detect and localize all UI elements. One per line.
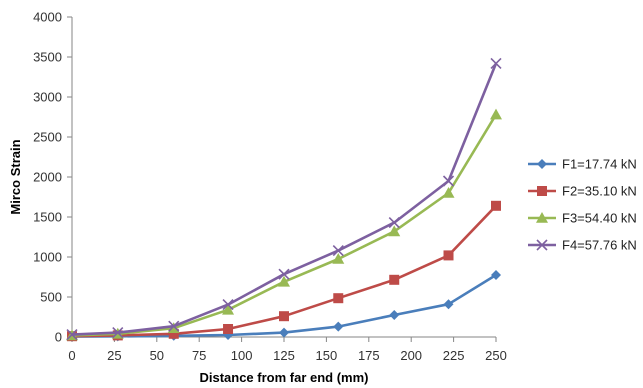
x-marker-stroke bbox=[66, 329, 78, 341]
x-tick-label: 175 bbox=[358, 348, 380, 363]
legend-marker bbox=[537, 186, 547, 196]
data-point bbox=[389, 310, 400, 320]
x-marker-stroke bbox=[168, 320, 180, 332]
y-tick-label: 3000 bbox=[33, 90, 62, 105]
y-tick-label: 4000 bbox=[33, 10, 62, 25]
legend-label: F2=35.10 kN bbox=[562, 184, 637, 199]
data-point bbox=[490, 108, 502, 120]
legend-marker bbox=[537, 159, 547, 169]
legend-label: F1=17.74 kN bbox=[562, 157, 637, 172]
data-point bbox=[332, 245, 344, 257]
x-marker-stroke bbox=[222, 299, 234, 311]
series-line bbox=[71, 62, 498, 336]
x-tick-label: 50 bbox=[150, 348, 164, 363]
x-tick-label: 125 bbox=[273, 348, 295, 363]
x-marker-stroke bbox=[278, 268, 290, 280]
series-line bbox=[71, 113, 498, 337]
data-point bbox=[491, 200, 501, 211]
legend-entry: F2=35.10 kN bbox=[528, 184, 637, 199]
legend-label: F3=54.40 kN bbox=[562, 211, 637, 226]
data-point bbox=[333, 321, 344, 332]
legend-entry: F1=17.74 kN bbox=[528, 157, 637, 172]
x-tick-label: 25 bbox=[107, 348, 121, 363]
x-marker-stroke bbox=[536, 239, 548, 251]
legend-entry: F3=54.40 kN bbox=[528, 211, 637, 226]
data-point bbox=[278, 275, 290, 287]
data-point bbox=[491, 270, 501, 280]
y-tick-label: 500 bbox=[40, 290, 62, 305]
x-tick-label: 200 bbox=[400, 348, 422, 363]
data-point bbox=[278, 268, 290, 280]
axes: 0 500 1000 1500 2000 2500 3000 3500 4000 0 25 50 75 1… bbox=[33, 10, 507, 364]
data-point bbox=[222, 303, 235, 315]
y-tick-label: 1000 bbox=[33, 250, 62, 265]
data-point bbox=[223, 324, 234, 334]
data-point bbox=[279, 311, 289, 322]
data-point bbox=[222, 299, 234, 311]
data-point bbox=[490, 57, 502, 69]
legend-marker bbox=[536, 212, 548, 223]
x-tick-label: 100 bbox=[231, 348, 253, 363]
data-point bbox=[443, 299, 454, 310]
y-axis-title: Mirco Strain bbox=[8, 139, 23, 214]
x-axis-title: Distance from far end (mm) bbox=[199, 370, 368, 385]
x-marker-stroke bbox=[490, 57, 502, 69]
legend: F1=17.74 kN F2=35.10 kN F3=54.40 kN F4=57.7… bbox=[528, 157, 637, 253]
data-point bbox=[388, 217, 400, 229]
data-point bbox=[332, 253, 345, 264]
x-marker-stroke bbox=[442, 175, 455, 187]
data-point bbox=[333, 293, 344, 304]
series-4 bbox=[66, 57, 502, 341]
legend-marker bbox=[536, 239, 548, 251]
x-tick-label: 250 bbox=[485, 348, 507, 363]
x-tick-label: 75 bbox=[192, 348, 206, 363]
x-marker-stroke bbox=[332, 245, 344, 257]
data-point bbox=[443, 250, 454, 261]
data-point bbox=[388, 225, 401, 237]
y-tick-label: 3500 bbox=[33, 50, 62, 65]
x-tick-label: 0 bbox=[68, 348, 75, 363]
y-tick-label: 1500 bbox=[33, 210, 62, 225]
series-area bbox=[66, 57, 502, 342]
data-point bbox=[442, 187, 455, 198]
y-tick-label: 2500 bbox=[33, 130, 62, 145]
data-point bbox=[168, 328, 179, 339]
data-point bbox=[66, 329, 78, 341]
series-2 bbox=[67, 200, 501, 342]
legend-entry: F4=57.76 kN bbox=[528, 238, 637, 253]
data-point bbox=[168, 320, 180, 332]
data-point bbox=[389, 274, 400, 285]
data-point bbox=[442, 175, 455, 187]
x-tick-label: 150 bbox=[316, 348, 338, 363]
y-tick-label: 0 bbox=[55, 330, 62, 345]
data-point bbox=[112, 327, 124, 339]
x-marker-stroke bbox=[388, 217, 400, 229]
legend-label: F4=57.76 kN bbox=[562, 238, 637, 253]
x-tick-label: 225 bbox=[443, 348, 465, 363]
x-marker-stroke bbox=[112, 327, 124, 339]
data-point bbox=[279, 327, 289, 338]
y-tick-label: 2000 bbox=[33, 170, 62, 185]
